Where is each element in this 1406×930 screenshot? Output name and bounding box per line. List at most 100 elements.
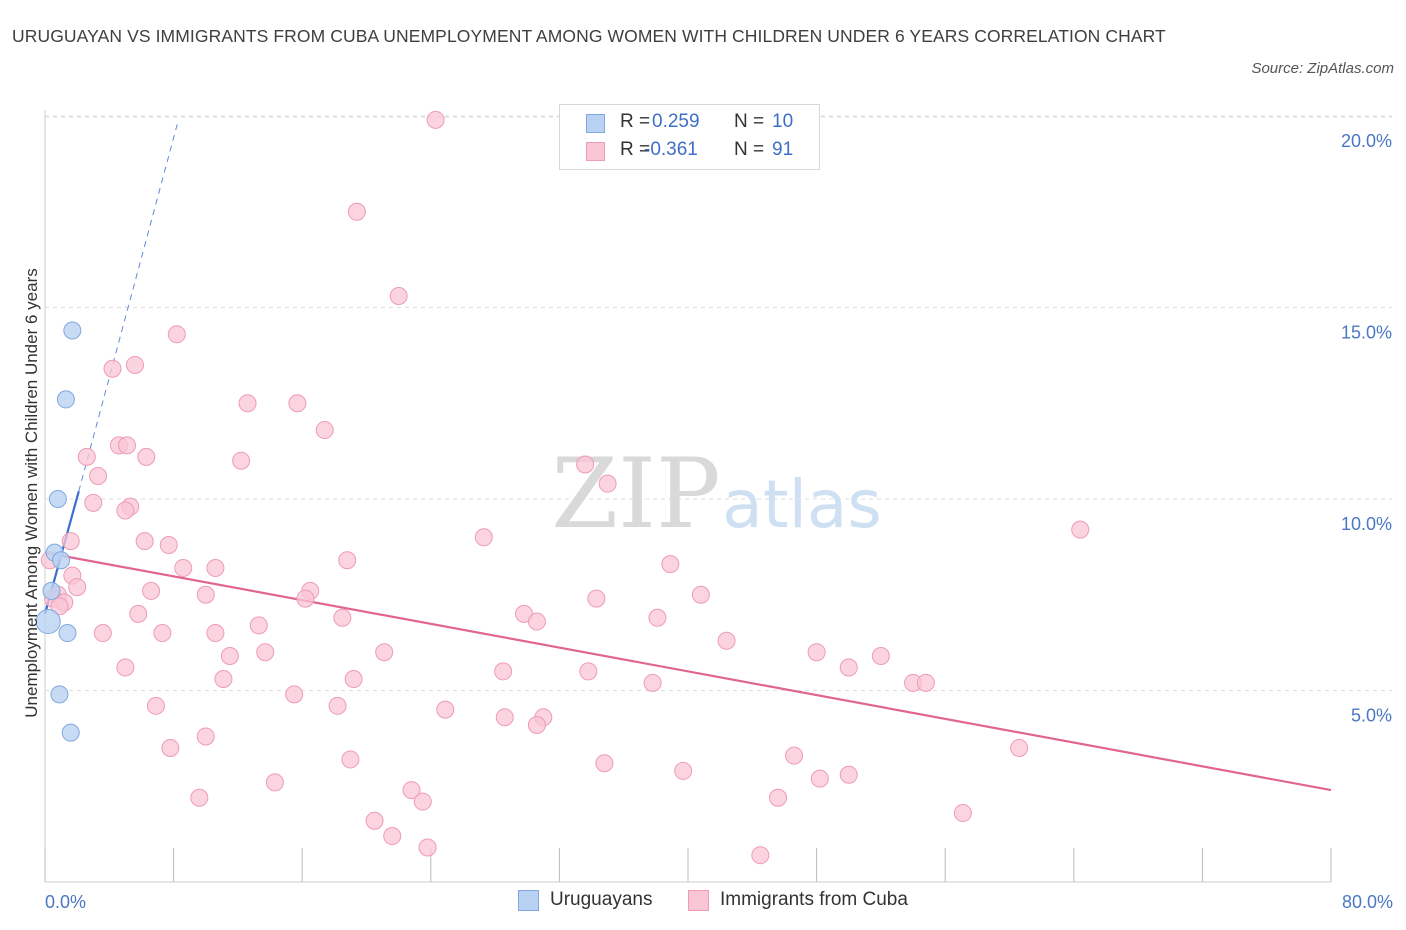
x-tick-label-end: 80.0% [1342,892,1393,912]
point-cuba [436,700,455,719]
point-cuba [126,355,145,374]
legend-n-label: N = [734,139,765,160]
legend-n-label: N = [734,111,765,132]
point-cuba [595,754,614,773]
point-cuba [598,474,617,493]
point-cuba [265,773,284,792]
point-cuba [338,551,357,570]
point-cuba [116,658,135,677]
y-tick-label: 5.0% [1351,706,1392,726]
point-cuba [810,769,829,788]
data-points [35,110,1090,865]
point-cuba [839,765,858,784]
point-cuba [89,467,108,486]
x-tick-label-start: 0.0% [45,892,86,912]
point-cuba [196,585,215,604]
point-cuba [256,643,275,662]
correlation-legend: R = 0.259 N = 10 R = -0.361 N = 91 [559,104,820,170]
point-cuba [785,746,804,765]
point-cuba [389,287,408,306]
point-cuba [137,447,156,466]
point-cuba [871,647,890,666]
point-cuba [661,555,680,574]
point-cuba [196,727,215,746]
point-cuba [375,643,394,662]
point-cuba [344,670,363,689]
point-cuba [916,673,935,692]
point-cuba [77,447,96,466]
point-cuba [61,532,80,551]
chart-source: Source: ZipAtlas.com [1251,60,1394,77]
point-cuba [190,788,209,807]
point-cuba [426,110,445,129]
point-cuba [142,581,161,600]
trend-line-uruguayans-extended [78,119,179,492]
point-cuba [383,827,402,846]
point-cuba [249,616,268,635]
point-cuba [474,528,493,547]
point-cuba [220,647,239,666]
point-cuba [174,558,193,577]
y-tick-label: 15.0% [1341,323,1392,343]
point-cuba [587,589,606,608]
point-cuba [214,670,233,689]
point-cuba [153,624,172,643]
point-cuba [285,685,304,704]
legend-swatch-cuba [586,142,605,161]
point-cuba [576,455,595,474]
point-uruguayans [58,624,77,643]
point-uruguayans [61,723,80,742]
bottom-legend-label-cuba: Immigrants from Cuba [720,889,908,910]
legend-swatch-uruguayans [586,114,605,133]
point-cuba [296,589,315,608]
point-cuba [495,708,514,727]
point-cuba [103,359,122,378]
point-cuba [674,761,693,780]
point-cuba [402,781,421,800]
trend-line-cuba [44,551,1332,792]
chart-title: URUGUAYAN VS IMMIGRANTS FROM CUBA UNEMPL… [12,26,1166,46]
point-cuba [129,604,148,623]
y-tick-label: 10.0% [1341,514,1392,534]
point-cuba [206,558,225,577]
point-cuba [167,325,186,344]
point-cuba [691,585,710,604]
point-cuba [413,792,432,811]
point-cuba [579,662,598,681]
point-uruguayans [52,551,71,570]
bottom-legend-swatch-uruguayans [518,890,539,911]
point-cuba [751,846,770,865]
point-cuba [717,631,736,650]
point-uruguayans [48,490,67,508]
point-cuba [135,532,154,551]
point-cuba [161,738,180,757]
bottom-legend-swatch-cuba [688,890,709,911]
point-uruguayans [63,321,82,340]
axes [44,110,1332,883]
tick-labels: 5.0% 10.0% 15.0% 20.0% 0.0% 80.0% [45,131,1393,912]
point-cuba [418,838,437,857]
point-cuba [232,451,251,470]
legend-r-value: -0.361 [644,139,698,160]
point-cuba [494,662,513,681]
point-cuba [527,612,546,631]
legend-r-label: R = [620,139,651,160]
point-uruguayans [42,581,61,600]
point-cuba [1010,738,1029,757]
point-cuba [68,578,87,597]
point-cuba [839,658,858,677]
point-cuba [527,715,546,734]
point-cuba [769,788,788,807]
bottom-legend-label-uruguayans: Uruguayans [550,889,653,910]
point-uruguayans [56,390,75,409]
point-cuba [333,608,352,627]
legend-r-label: R = [620,111,651,132]
point-cuba [1071,520,1090,539]
point-cuba [807,643,826,662]
point-cuba [50,597,69,616]
point-uruguayans [35,609,61,635]
point-cuba [146,696,165,715]
legend-n-value: 91 [772,139,794,160]
watermark-atlas: atlas [722,466,882,543]
